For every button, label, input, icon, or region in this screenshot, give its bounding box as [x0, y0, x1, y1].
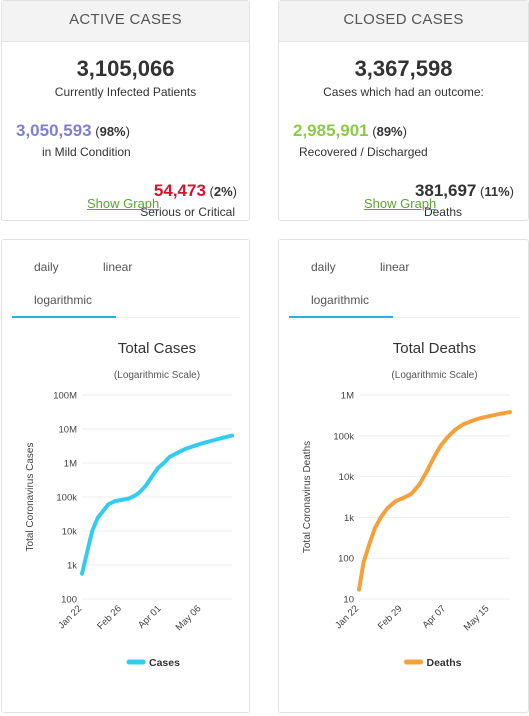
legend-label: Deaths	[427, 657, 462, 669]
series-line-deaths	[357, 410, 512, 592]
y-tick-label: 1k	[67, 561, 77, 572]
active-cases-total-label: Currently Infected Patients	[54, 85, 197, 99]
mild-condition-label: in Mild Condition	[42, 145, 131, 159]
deaths-value: 381,697	[414, 181, 477, 200]
mild-condition-stat: 3,050,593 (98%)	[16, 121, 130, 140]
y-axis-label: Total Coronavirus Deaths	[302, 441, 313, 553]
tab-divider	[289, 317, 519, 318]
total-cases-chart: Total Cases (Logarithmic Scale) 100 1k 10k 10…	[25, 340, 234, 669]
x-tick-label: Jan 22	[56, 603, 84, 631]
y-tick-label: 10	[343, 595, 354, 606]
recovered-percent: 89%	[376, 124, 403, 139]
chart-title: Total Cases	[118, 340, 196, 357]
y-tick-label: 100k	[333, 431, 354, 442]
mild-condition-percent: 98%	[99, 124, 126, 139]
y-tick-label: 100M	[53, 391, 77, 402]
tab-divider	[12, 317, 240, 318]
y-tick-label: 100	[61, 595, 77, 606]
legend-label: Cases	[149, 657, 180, 669]
tab-active-underline	[289, 316, 393, 318]
serious-critical-stat: 54,473 (2%)	[153, 181, 237, 200]
chart-subtitle: (Logarithmic Scale)	[391, 370, 477, 381]
y-tick-label: 10M	[59, 425, 78, 436]
closed-cases-header: CLOSED CASES	[279, 1, 528, 42]
recovered-value: 2,985,901	[293, 121, 369, 140]
y-tick-label: 1k	[344, 513, 354, 524]
deaths-percent: 11%	[484, 184, 510, 199]
active-cases-panel: ACTIVE CASES 3,105,066 Currently Infecte…	[1, 0, 250, 221]
series-line-cases	[80, 433, 234, 576]
y-tick-label: 10k	[339, 472, 355, 483]
tab-daily[interactable]: daily	[34, 260, 59, 274]
total-deaths-chart: Total Deaths (Logarithmic Scale) 10 100 1k 10…	[302, 340, 512, 669]
tab-active-underline	[12, 316, 116, 318]
x-tick-label: Apr 07	[420, 603, 448, 631]
recovered-label: Recovered / Discharged	[299, 145, 428, 159]
serious-critical-label: Serious or Critical	[140, 205, 235, 219]
y-tick-label: 100k	[56, 493, 77, 504]
y-tick-label: 1M	[64, 459, 77, 470]
active-cases-header: ACTIVE CASES	[2, 1, 249, 42]
y-axis-label: Total Coronavirus Cases	[25, 443, 36, 552]
serious-critical-value: 54,473	[153, 181, 206, 200]
y-tick-label: 100	[338, 554, 354, 565]
total-cases-chart-panel: daily linear logarithmic Total Cases (Log…	[1, 239, 250, 713]
x-tick-label: May 15	[462, 603, 492, 633]
recovered-stat: 2,985,901 (89%)	[293, 121, 407, 140]
y-tick-label: 10k	[62, 527, 78, 538]
tab-daily[interactable]: daily	[311, 260, 336, 274]
closed-cases-panel: CLOSED CASES 3,367,598 Cases which had a…	[278, 0, 529, 221]
active-show-graph-link[interactable]: Show Graph	[87, 196, 160, 211]
tab-logarithmic[interactable]: logarithmic	[34, 293, 93, 307]
active-cases-total: 3,105,066	[76, 56, 175, 81]
closed-show-graph-link[interactable]: Show Graph	[364, 196, 437, 211]
deaths-stat: 381,697 (11%)	[414, 181, 514, 200]
closed-cases-total: 3,367,598	[354, 56, 453, 81]
x-tick-label: Jan 22	[333, 603, 361, 631]
deaths-label: Deaths	[423, 205, 462, 219]
closed-cases-total-label: Cases which had an outcome:	[323, 85, 484, 99]
x-tick-label: May 06	[174, 603, 204, 633]
tab-linear[interactable]: linear	[103, 260, 133, 274]
y-tick-label: 1M	[341, 391, 354, 402]
tab-logarithmic[interactable]: logarithmic	[311, 293, 370, 307]
tab-linear[interactable]: linear	[380, 260, 410, 274]
x-tick-label: Feb 26	[95, 603, 124, 632]
x-tick-label: Apr 01	[136, 603, 164, 631]
total-deaths-chart-panel: daily linear logarithmic Total Deaths (Lo…	[278, 239, 529, 713]
chart-title: Total Deaths	[393, 340, 476, 357]
mild-condition-value: 3,050,593	[16, 121, 92, 140]
chart-subtitle: (Logarithmic Scale)	[114, 370, 200, 381]
x-tick-label: Feb 29	[376, 603, 405, 632]
serious-critical-percent: 2%	[213, 184, 233, 199]
